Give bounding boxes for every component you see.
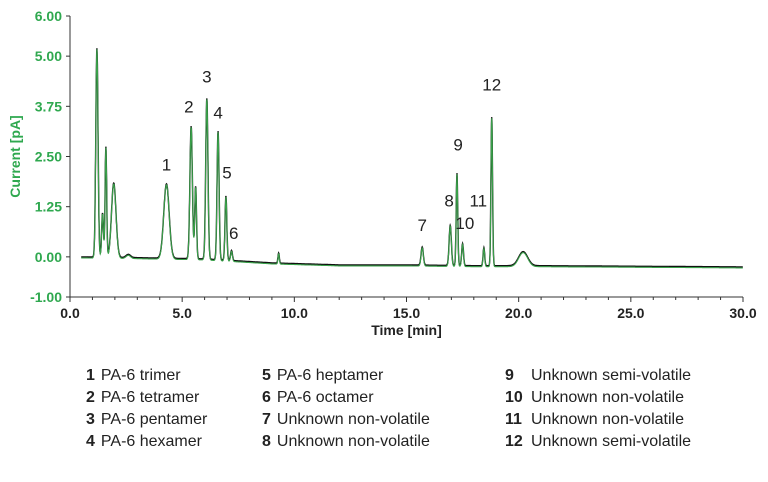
peak-annotation: 9 <box>453 136 462 155</box>
x-tick-label: 15.0 <box>393 305 420 321</box>
peak-annotation: 6 <box>229 224 238 243</box>
peak-annotation: 11 <box>469 192 487 211</box>
legend-item: 1 PA-6 trimer <box>86 367 181 384</box>
legend-item: 11 Unknown non-volatile <box>505 411 684 428</box>
legend-item: 5 PA-6 heptamer <box>262 367 384 384</box>
legend-item: 3 PA-6 pentamer <box>86 411 208 428</box>
legend-item: 2 PA-6 tetramer <box>86 389 200 406</box>
x-tick-label: 30.0 <box>729 305 756 321</box>
green-trace-line <box>81 49 743 269</box>
x-tick-label: 25.0 <box>617 305 644 321</box>
legend-item: 4 PA-6 hexamer <box>86 433 202 450</box>
legend-item: 12 Unknown semi-volatile <box>505 433 692 450</box>
y-tick-label: -1.00 <box>30 289 62 305</box>
x-tick-label: 20.0 <box>505 305 532 321</box>
legend-item: 9 Unknown semi-volatile <box>505 367 692 384</box>
legend-item: 10 Unknown non-volatile <box>505 389 684 406</box>
x-tick-label: 10.0 <box>281 305 308 321</box>
peak-annotation: 3 <box>202 67 211 86</box>
peak-annotation: 2 <box>184 97 193 116</box>
peak-annotation: 10 <box>455 214 474 233</box>
y-tick-label: 0.00 <box>35 249 62 265</box>
peak-annotation: 5 <box>222 164 231 183</box>
y-tick-label: 5.00 <box>35 48 62 64</box>
peak-annotation: 12 <box>482 75 501 94</box>
y-axis-label: Current [pA] <box>7 115 23 197</box>
legend-item: 6 PA-6 octamer <box>262 389 374 406</box>
x-tick-label: 5.0 <box>172 305 192 321</box>
y-tick-label: 3.75 <box>35 98 62 114</box>
peak-annotation: 7 <box>417 216 426 235</box>
y-tick-label: 2.50 <box>35 149 62 165</box>
peak-annotation: 1 <box>162 156 171 175</box>
legend-item: 8 Unknown non-volatile <box>262 433 430 450</box>
y-tick-label: 6.00 <box>35 8 62 24</box>
x-axis-label: Time [min] <box>371 322 442 338</box>
chromatogram-chart: -1.00 0.00 1.25 2.50 3.75 5.00 6.00 0.0 5.0 10.0 1… <box>7 8 757 338</box>
legend-item: 7 Unknown non-volatile <box>262 411 430 428</box>
y-tick-label: 1.25 <box>35 199 62 215</box>
x-tick-label: 0.0 <box>60 305 80 321</box>
peak-annotation: 4 <box>213 103 222 122</box>
black-trace-line <box>81 48 743 268</box>
peak-annotation: 8 <box>444 192 453 211</box>
